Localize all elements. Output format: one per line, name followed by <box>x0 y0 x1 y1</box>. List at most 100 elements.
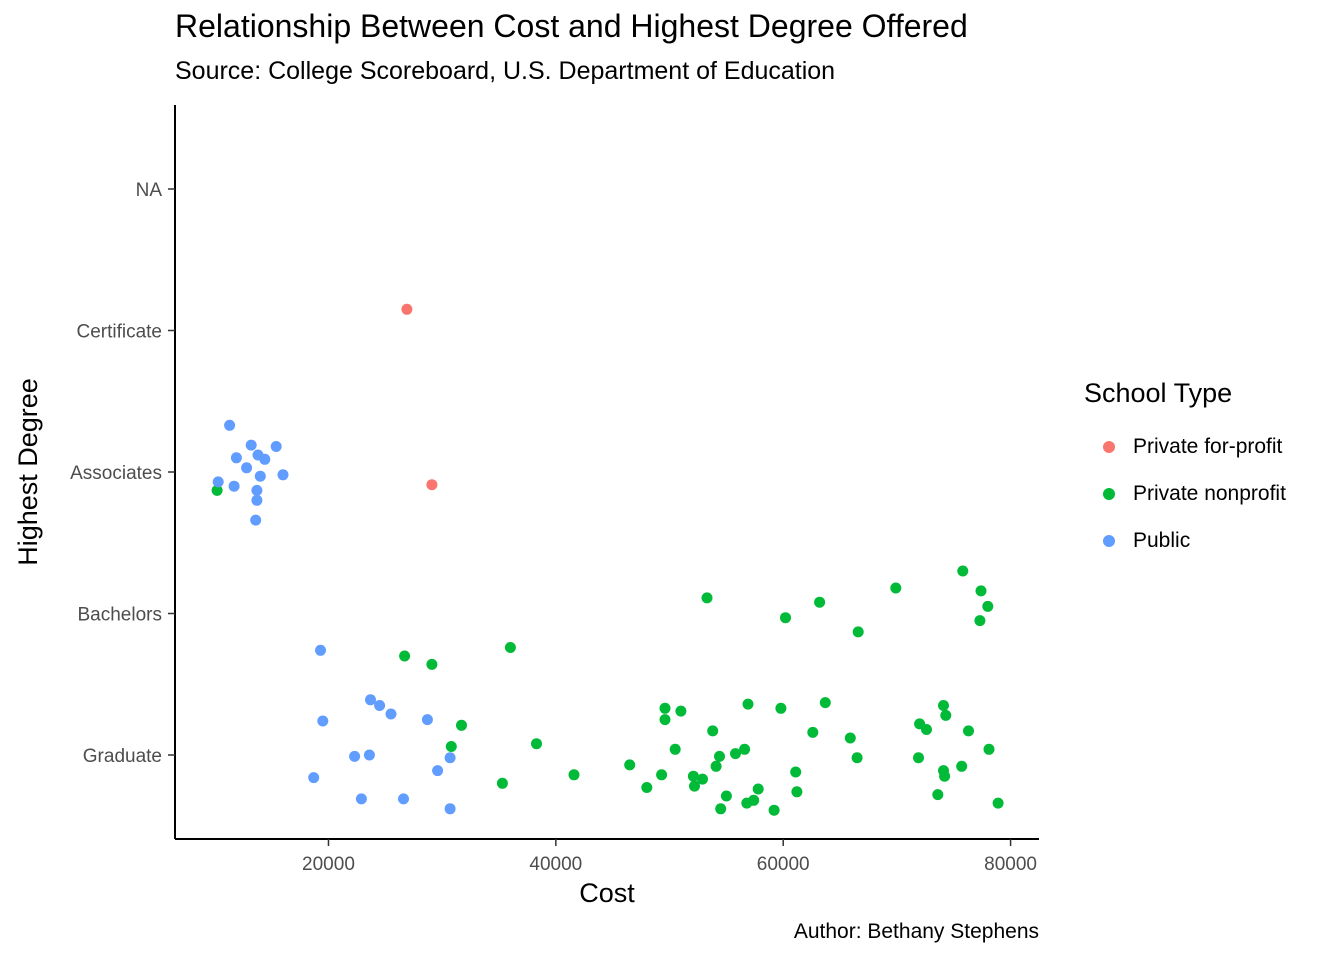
legend-key <box>1103 487 1115 500</box>
data-point <box>251 484 263 496</box>
data-point <box>720 790 732 802</box>
chart-title: Relationship Between Cost and Highest De… <box>175 8 968 44</box>
data-point <box>624 759 636 771</box>
data-point <box>992 797 1004 809</box>
data-point <box>531 738 542 750</box>
data-point <box>277 469 289 481</box>
data-point <box>715 803 727 815</box>
data-point <box>426 479 438 491</box>
data-point <box>659 702 671 714</box>
data-point <box>317 715 329 727</box>
chart-caption: Author: Bethany Stephens <box>793 920 1039 943</box>
data-point <box>974 615 986 627</box>
data-point <box>230 452 242 464</box>
x-tick-label: 80000 <box>984 854 1037 875</box>
data-point <box>355 793 367 805</box>
legend-item: Private nonprofit <box>1084 470 1286 517</box>
x-tick-label: 40000 <box>529 854 582 875</box>
data-point <box>748 794 760 806</box>
x-axis-title: Cost <box>579 878 635 908</box>
data-point <box>697 773 708 785</box>
chart-subtitle: Source: College Scoreboard, U.S. Departm… <box>175 57 836 85</box>
data-point <box>819 697 831 709</box>
data-point <box>687 770 699 782</box>
data-point <box>224 419 236 431</box>
data-point <box>913 752 924 764</box>
data-point <box>398 793 409 805</box>
data-point <box>365 694 376 706</box>
x-tick-label: 20000 <box>302 854 355 875</box>
y-axis-title: Highest Degree <box>13 378 43 566</box>
data-point <box>444 803 456 815</box>
y-tick-label: Certificate <box>76 322 162 343</box>
data-point <box>938 700 949 711</box>
data-point <box>807 726 819 738</box>
data-point <box>241 462 253 474</box>
data-points <box>211 303 1004 816</box>
data-point <box>245 439 257 451</box>
data-point <box>270 441 282 452</box>
legend-label: Public <box>1133 528 1191 552</box>
data-point <box>851 752 863 764</box>
y-tick-label: Graduate <box>83 746 162 767</box>
data-point <box>975 585 987 597</box>
data-point <box>432 765 444 777</box>
data-point <box>768 804 780 816</box>
legend-label: Private for-profit <box>1133 434 1283 458</box>
data-point <box>385 708 397 720</box>
data-point <box>496 777 508 789</box>
data-point <box>641 782 653 793</box>
data-point <box>259 453 271 465</box>
data-point <box>212 476 224 488</box>
data-point <box>791 786 803 798</box>
data-point <box>426 658 438 670</box>
data-point <box>710 760 722 772</box>
data-point <box>675 705 687 717</box>
data-point <box>689 780 700 792</box>
data-point <box>228 480 240 492</box>
legend-label: Private nonprofit <box>1133 481 1286 505</box>
data-point <box>982 600 994 612</box>
data-point <box>669 743 681 755</box>
data-point <box>701 592 713 604</box>
data-point <box>707 725 719 737</box>
data-point <box>739 743 751 755</box>
data-point <box>456 719 467 731</box>
data-point <box>445 741 457 752</box>
legend-items: Private for-profit Private nonprofit Publi… <box>1084 423 1286 564</box>
data-point <box>814 596 826 608</box>
axes: 20000 40000 60000 80000 Graduate Bachelors Ass… <box>70 105 1039 875</box>
data-point <box>940 709 952 721</box>
data-point <box>399 650 411 662</box>
data-point <box>504 642 516 653</box>
data-point <box>363 749 375 761</box>
data-point <box>250 514 262 526</box>
y-tick-label: Associates <box>70 463 162 484</box>
legend-key <box>1103 440 1115 453</box>
data-point <box>775 702 787 714</box>
data-point <box>401 303 413 315</box>
data-point <box>890 582 902 594</box>
legend-item: Private for-profit <box>1084 423 1286 470</box>
legend-title: School Type <box>1084 378 1233 408</box>
data-point <box>780 612 791 624</box>
data-point <box>374 700 386 711</box>
data-point <box>790 766 802 778</box>
data-point <box>730 748 741 760</box>
data-point <box>957 565 969 577</box>
data-point <box>421 714 433 726</box>
data-point <box>932 789 944 801</box>
legend-key <box>1103 534 1115 547</box>
data-point <box>844 732 856 744</box>
data-point <box>852 626 864 638</box>
y-tick-label: Bachelors <box>78 605 163 626</box>
data-point <box>349 750 361 762</box>
data-point <box>315 644 326 656</box>
data-point <box>983 743 995 755</box>
data-point <box>656 769 668 781</box>
data-point <box>714 750 725 762</box>
y-tick-label: NA <box>136 180 163 201</box>
data-point <box>939 770 951 782</box>
data-point <box>444 752 456 764</box>
